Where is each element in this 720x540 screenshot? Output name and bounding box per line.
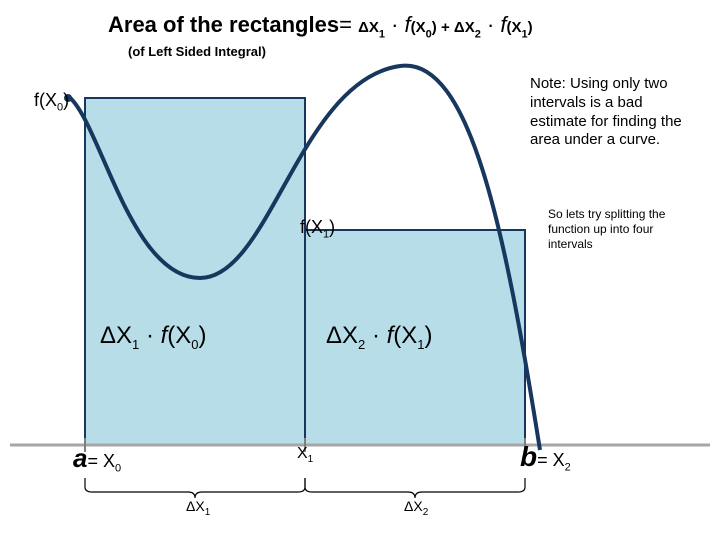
rect2-label: ΔX2 · f(X1)	[326, 322, 433, 352]
b-eq: = X	[537, 450, 565, 470]
note-right: Note: Using only two intervals is a bad …	[530, 75, 698, 150]
r2-dot: ·	[365, 322, 386, 349]
fx0-close: )	[63, 90, 69, 110]
r2-sub: 1	[417, 337, 424, 352]
r2-open: (X	[393, 322, 417, 349]
x1-label: X1	[297, 445, 313, 465]
title-fx1-close: )	[528, 19, 533, 36]
a-ab: a	[73, 443, 87, 473]
b2-dx: ΔX	[404, 498, 423, 514]
b2-sub: 2	[423, 507, 429, 518]
title-dx2: ΔX	[454, 19, 475, 36]
subtitle: (of Left Sided Integral)	[128, 44, 266, 59]
dot2: ·	[481, 12, 501, 37]
fx1-open: (X	[305, 217, 323, 237]
r1-sub: 0	[191, 337, 198, 352]
bracket2-label: ΔX2	[404, 498, 428, 518]
eq-sign: =	[339, 12, 352, 37]
fx0-open: (X	[39, 90, 57, 110]
r1-dot: ·	[139, 322, 160, 349]
b1-dx: ΔX	[186, 498, 205, 514]
title-fx1-open: (X	[507, 19, 522, 36]
bracket-dx2	[305, 478, 525, 498]
x1-x: X	[297, 445, 308, 462]
r1-dx: ΔX	[100, 322, 132, 349]
bracket1-label: ΔX1	[186, 498, 210, 518]
plus: +	[437, 19, 454, 36]
title-text: Area of the rectangles	[108, 12, 339, 37]
b1-sub: 1	[205, 507, 211, 518]
title-fx0-open: (X	[411, 19, 426, 36]
fx1-label: f(X1)	[300, 217, 335, 241]
note2-right: So lets try splitting the function up in…	[548, 207, 698, 252]
fx1-close: )	[329, 217, 335, 237]
dot1: ·	[385, 12, 405, 37]
title: Area of the rectangles= ΔX1 · f(X0) + ΔX…	[108, 12, 533, 40]
r2-close: )	[425, 322, 433, 349]
r1-close: )	[199, 322, 207, 349]
a-eq: = X	[87, 451, 115, 471]
x1-sub: 1	[308, 454, 314, 465]
fx0-label: f(X0)	[34, 90, 69, 114]
r2-dx: ΔX	[326, 322, 358, 349]
b-sub: 2	[565, 462, 571, 474]
r1-open: (X	[167, 322, 191, 349]
diagram-stage: Area of the rectangles= ΔX1 · f(X0) + ΔX…	[0, 0, 720, 540]
a-sub: 0	[115, 463, 121, 475]
title-dx1: ΔX	[358, 19, 379, 36]
riemann-rect-1	[85, 98, 305, 445]
rect1-label: ΔX1 · f(X0)	[100, 322, 207, 352]
bracket-dx1	[85, 478, 305, 498]
b-ab: b	[520, 441, 537, 472]
a-label: a= X0	[73, 443, 121, 475]
b-label: b= X2	[520, 441, 571, 474]
